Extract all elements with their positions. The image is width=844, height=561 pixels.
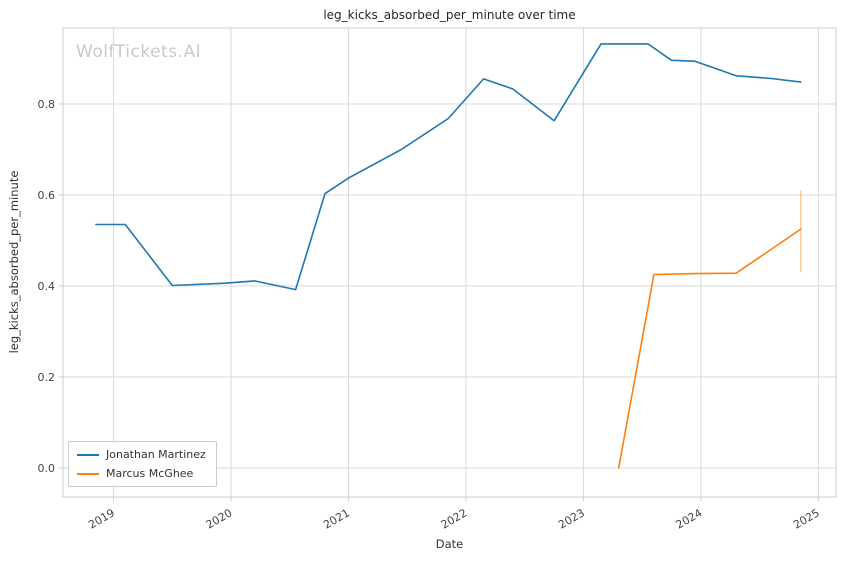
x-tick-label: 2021 <box>321 506 352 531</box>
x-tick-label: 2019 <box>86 506 117 531</box>
chart-title: leg_kicks_absorbed_per_minute over time <box>323 8 576 22</box>
watermark: WolfTickets.AI <box>76 42 202 62</box>
y-tick-label: 0.0 <box>38 462 56 475</box>
legend-line-swatch <box>77 472 99 475</box>
x-tick-label: 2023 <box>556 506 587 531</box>
x-tick-label: 2022 <box>439 506 470 531</box>
y-tick-label: 0.4 <box>38 280 56 293</box>
legend-item-marcus-mcghee: Marcus McGhee <box>77 467 206 480</box>
legend-label: Jonathan Martinez <box>106 448 206 461</box>
x-tick-label: 2025 <box>791 506 822 531</box>
series-line <box>95 43 802 291</box>
x-axis-label: Date <box>435 537 464 551</box>
legend: Jonathan Martinez Marcus McGhee <box>68 441 217 487</box>
y-axis-label: leg_kicks_absorbed_per_minute <box>7 170 21 354</box>
legend-label: Marcus McGhee <box>106 467 194 480</box>
legend-line-swatch <box>77 453 99 456</box>
legend-item-jonathan-martinez: Jonathan Martinez <box>77 448 206 461</box>
y-tick-label: 0.6 <box>38 189 56 202</box>
y-tick-label: 0.8 <box>38 98 56 111</box>
plot-border <box>62 27 837 498</box>
x-tick-label: 2024 <box>674 506 705 531</box>
x-tick-label: 2020 <box>204 506 235 531</box>
series-line <box>617 228 802 469</box>
y-tick-label: 0.2 <box>38 371 56 384</box>
